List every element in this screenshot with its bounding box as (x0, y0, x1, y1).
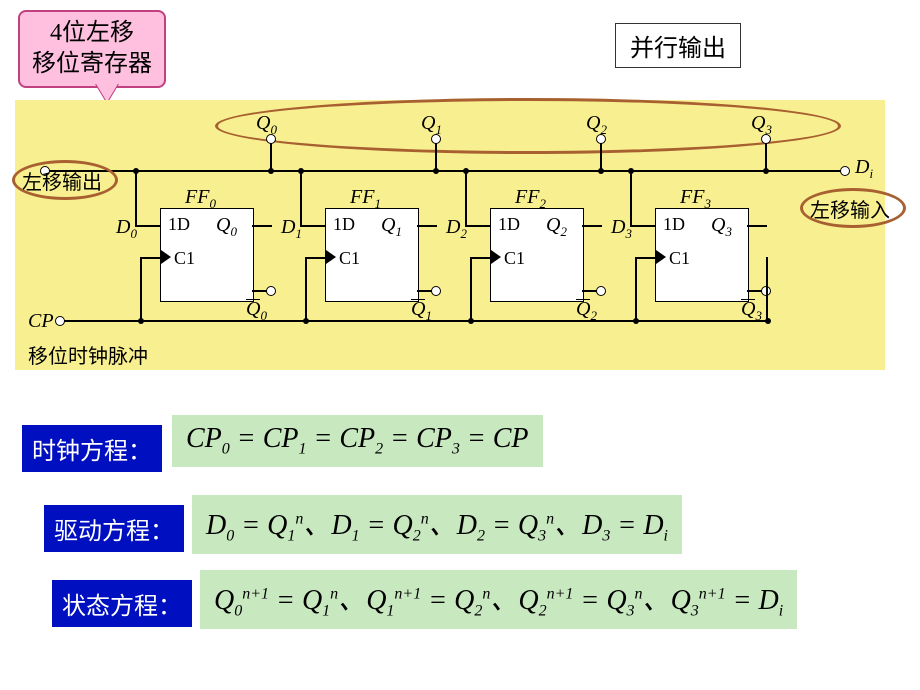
ff3-clk-h (635, 257, 655, 259)
ff0-qbar-label: Q0 (246, 298, 267, 324)
ff0-clock-tri (161, 250, 171, 264)
ff2-clk-node (468, 318, 474, 324)
q0-tap (270, 140, 272, 171)
left-input-label: 左移输入 (810, 194, 890, 223)
ff3-c1: C1 (669, 248, 690, 269)
q2-top-label: Q2 (586, 112, 607, 138)
ff2-clk-h (470, 257, 490, 259)
q3-bus-node (763, 168, 769, 174)
left-input-terminal (840, 166, 850, 176)
parallel-output-ellipse (215, 98, 841, 154)
d0-bus-node (133, 168, 139, 174)
ff2-d-label: D2 (446, 216, 467, 242)
state-eq-label: 状态方程： (52, 580, 192, 627)
drive-eq-body: D0 = Q1n、D1 = Q2n、D2 = Q3n、D3 = Di (192, 495, 682, 554)
q1-top-label: Q1 (421, 112, 442, 138)
callout-tail (95, 82, 119, 102)
ff0-qbar-term (266, 286, 276, 296)
q2-tap (600, 140, 602, 171)
ff0-d-wire-h (135, 225, 160, 227)
ff0-label: FF0 (185, 186, 216, 212)
ff0-clk-v (140, 257, 142, 321)
q0-top-label: Q0 (256, 112, 277, 138)
ff0-c1: C1 (174, 248, 195, 269)
ff1-q-wire (417, 225, 437, 227)
ff2-qbar-label: Q2 (576, 298, 597, 324)
callout-line2: 移位寄存器 (32, 51, 152, 77)
ff2-q-wire (582, 225, 602, 227)
ff1-clk-node (303, 318, 309, 324)
ff3-q-wire (747, 225, 767, 227)
ff3-clk-v (635, 257, 637, 321)
ff3-d-label: D3 (611, 216, 632, 242)
ff2-clock-tri (491, 250, 501, 264)
ff1-clk-h (305, 257, 325, 259)
ff0-1d: 1D (168, 214, 190, 235)
ff3-qbar-label: Q3 (741, 298, 762, 324)
cp-label: CP (28, 310, 54, 333)
state-eq-body: Q0n+1 = Q1n、Q1n+1 = Q2n、Q2n+1 = Q3n、Q3n+… (200, 570, 797, 629)
ff2-1d: 1D (498, 214, 520, 235)
ff1-qbar-label: Q1 (411, 298, 432, 324)
ff2-d-wire-h (465, 225, 490, 227)
ff1-d-label: D1 (281, 216, 302, 242)
d3-bus-node (628, 168, 634, 174)
ff0-clk-node (138, 318, 144, 324)
ff0-d-label: D0 (116, 216, 137, 242)
d2-bus-node (463, 168, 469, 174)
ff2-qbar-term (596, 286, 606, 296)
ff1-clock-tri (326, 250, 336, 264)
ff3-clock-tri (656, 250, 666, 264)
ff1-q-label: Q1 (381, 214, 402, 240)
ff3-q-label: Q3 (711, 214, 732, 240)
cp-end-v (766, 257, 768, 321)
ff3-1d: 1D (663, 214, 685, 235)
drive-eq-label: 驱动方程： (44, 505, 184, 552)
q3-top-label: Q3 (751, 112, 772, 138)
ff3-clk-node (633, 318, 639, 324)
ff3-d-wire-h (630, 225, 655, 227)
q0-bus-node (268, 168, 274, 174)
ff0-q-label: Q0 (216, 214, 237, 240)
ff1-qbar-term (431, 286, 441, 296)
callout-line1: 4位左移 (50, 20, 134, 46)
cp-terminal (55, 316, 65, 326)
ff2-clk-v (470, 257, 472, 321)
ff1-d-wire-h (300, 225, 325, 227)
ff2-c1: C1 (504, 248, 525, 269)
q1-bus-node (433, 168, 439, 174)
bus-wire (44, 170, 842, 172)
ff2-label: FF2 (515, 186, 546, 212)
ff1-c1: C1 (339, 248, 360, 269)
ff0-clk-h (140, 257, 160, 259)
q2-bus-node (598, 168, 604, 174)
ff1-1d: 1D (333, 214, 355, 235)
clock-eq-body: CP0 = CP1 = CP2 = CP3 = CP (172, 415, 543, 467)
ff1-label: FF1 (350, 186, 381, 212)
cp-caption: 移位时钟脉冲 (28, 340, 148, 369)
di-label: Di (855, 156, 873, 182)
ff3-label: FF3 (680, 186, 711, 212)
ff2-q-label: Q2 (546, 214, 567, 240)
q1-tap (435, 140, 437, 171)
left-output-label: 左移输出 (22, 166, 102, 195)
ff1-clk-v (305, 257, 307, 321)
d1-bus-node (298, 168, 304, 174)
clock-eq-label: 时钟方程： (22, 425, 162, 472)
ff0-q-wire (252, 225, 272, 227)
title-callout: 4位左移 移位寄存器 (18, 10, 166, 88)
parallel-output-label: 并行输出 (615, 23, 741, 68)
q3-tap (765, 140, 767, 171)
